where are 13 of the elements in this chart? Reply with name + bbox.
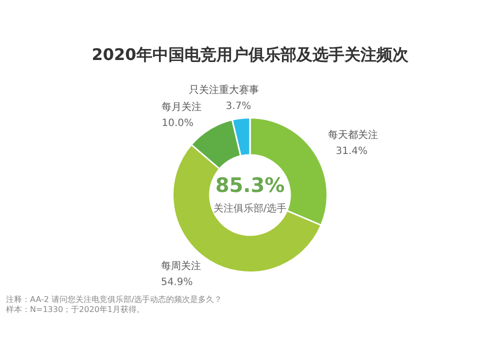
slice-label: 每天都关注	[328, 129, 378, 142]
text: 关注俱乐部/选手	[213, 202, 287, 215]
data-label: 31.4%	[336, 146, 368, 158]
text: 注释：AA-2 请问您关注电竞俱乐部/选手动态的频次是多久？	[6, 295, 222, 304]
text: 85.3%	[215, 173, 285, 198]
slice-label: 只关注重大赛事	[189, 84, 260, 96]
data-label: 10.0%	[162, 118, 194, 129]
slice-label: 每月关注	[162, 100, 202, 113]
data-label: 3.7%	[226, 100, 252, 112]
chart-title: 2020年中国电竞用户俱乐部及选手关注频次	[92, 45, 410, 64]
text: 样本：N=1330；于2020年1月获得。	[6, 305, 144, 314]
data-label: 54.9%	[160, 276, 193, 288]
slice-label: 每周关注	[160, 260, 201, 272]
